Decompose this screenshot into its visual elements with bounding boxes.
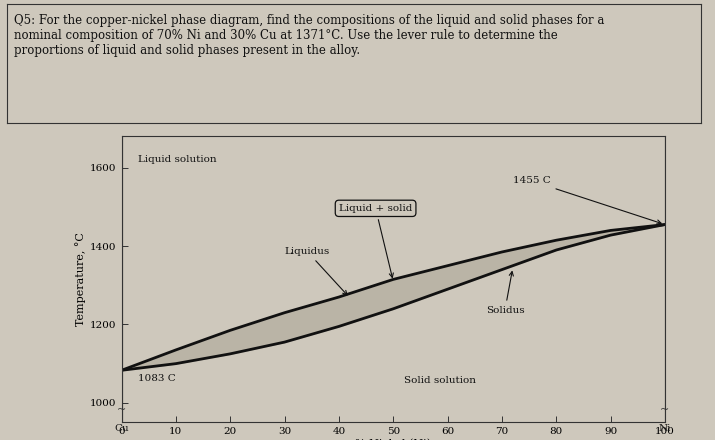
X-axis label: % Nickel (Ni): % Nickel (Ni)	[355, 439, 431, 440]
Text: 1455 C: 1455 C	[513, 176, 661, 224]
Text: Ni: Ni	[659, 425, 671, 433]
Text: Liquidus: Liquidus	[285, 247, 347, 295]
Text: Liquid + solid: Liquid + solid	[339, 204, 413, 278]
Text: Solid solution: Solid solution	[404, 376, 476, 385]
Text: ~: ~	[661, 405, 669, 414]
Text: Solidus: Solidus	[485, 271, 524, 315]
Y-axis label: Temperature, °C: Temperature, °C	[75, 232, 86, 326]
Text: Q5: For the copper-nickel phase diagram, find the compositions of the liquid and: Q5: For the copper-nickel phase diagram,…	[14, 14, 604, 57]
Text: Cu: Cu	[114, 425, 129, 433]
Text: 1083 C: 1083 C	[138, 374, 176, 383]
Text: Liquid solution: Liquid solution	[138, 155, 217, 164]
Text: ~: ~	[117, 405, 126, 414]
